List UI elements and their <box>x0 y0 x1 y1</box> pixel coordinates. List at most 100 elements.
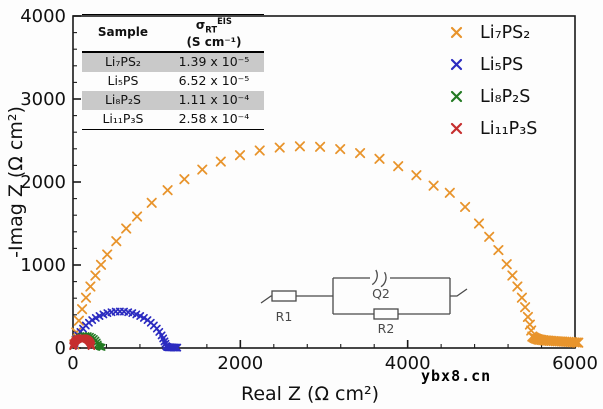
data-point-marker <box>274 142 285 153</box>
data-point-marker <box>215 156 226 167</box>
conductivity-table: Sample σRTEIS (S cm⁻¹) Li₇PS₂ 1.39 x 10⁻⁵… <box>82 14 264 130</box>
conductivity-cell: 2.58 x 10⁻⁴ <box>178 111 250 127</box>
sample-cell: Li₅PS <box>107 73 139 89</box>
y-tick-label: 1000 <box>20 255 66 276</box>
legend-item-2: Li₅PS <box>449 53 537 76</box>
data-point-marker <box>355 148 366 159</box>
label-r1: R1 <box>276 309 293 324</box>
data-point-marker <box>111 236 122 247</box>
data-point-marker <box>460 201 471 212</box>
data-point-marker <box>254 145 265 156</box>
sigma-superscript: EIS <box>217 16 232 26</box>
data-point-marker <box>522 311 534 322</box>
x-tick-label: 0 <box>67 353 78 374</box>
data-point-marker <box>473 218 485 229</box>
x-tick-label: 2000 <box>217 353 263 374</box>
data-point-marker <box>573 337 584 348</box>
data-point-marker <box>162 185 173 196</box>
legend-x-marker-icon <box>450 26 463 39</box>
sample-cell: Li₇PS₂ <box>104 54 141 70</box>
x-axis-title: Real Z (Ω cm²) <box>240 383 380 405</box>
sample-cell: Li₁₁P₃S <box>102 111 144 127</box>
series-2 <box>69 307 182 352</box>
legend-x-marker-icon <box>450 122 463 135</box>
legend-label: Li₅PS <box>480 54 524 75</box>
resistor-r2-box <box>373 308 399 320</box>
data-point-marker <box>516 292 528 303</box>
series-1 <box>69 141 584 350</box>
data-point-marker <box>197 164 208 175</box>
data-point-marker <box>98 343 106 351</box>
data-point-marker <box>484 231 495 242</box>
table-row-1: Li₇PS₂ 1.39 x 10⁻⁵ <box>82 51 264 72</box>
data-point-marker <box>90 270 101 281</box>
data-point-marker <box>294 141 305 152</box>
data-point-marker <box>95 259 107 270</box>
sigma-unit: (S cm⁻¹) <box>186 34 242 49</box>
resistor-r1-box <box>271 290 297 302</box>
data-point-marker <box>411 170 422 181</box>
conductivity-cell: 6.52 x 10⁻⁵ <box>178 73 250 89</box>
data-point-marker <box>524 319 536 330</box>
cpe-q2-icon <box>371 269 387 288</box>
data-point-marker <box>393 161 404 172</box>
data-point-marker <box>493 245 504 256</box>
data-point-marker <box>315 141 326 152</box>
y-tick-label: 4000 <box>20 6 66 27</box>
data-point-marker <box>139 313 148 322</box>
data-point-marker <box>173 343 182 352</box>
conductivity-cell: 1.39 x 10⁻⁵ <box>178 54 250 70</box>
circuit-right-lead <box>450 288 468 297</box>
data-point-marker <box>428 180 439 191</box>
data-point-marker <box>146 197 157 208</box>
legend-x-marker-icon <box>450 90 463 103</box>
y-axis-title: -Imag Z (Ω cm²) <box>5 106 27 258</box>
table-row-3: Li₈P₂S 1.11 x 10⁻⁴ <box>82 90 264 110</box>
legend-item-4: Li₁₁P₃S <box>449 117 537 140</box>
data-point-marker <box>121 223 132 234</box>
circuit-left-lead <box>260 295 273 304</box>
data-point-marker <box>76 304 88 315</box>
data-point-marker <box>519 302 531 313</box>
data-point-marker <box>374 153 385 164</box>
y-tick-label: 0 <box>55 338 66 359</box>
data-point-marker <box>73 315 85 326</box>
sample-cell: Li₈P₂S <box>104 92 141 108</box>
legend-item-1: Li₇PS₂ <box>449 21 537 44</box>
data-point-marker <box>234 150 246 161</box>
conductivity-cell: 1.11 x 10⁻⁴ <box>178 92 250 108</box>
data-point-marker <box>88 316 97 325</box>
x-tick-label: 6000 <box>552 353 598 374</box>
data-point-marker <box>85 281 96 292</box>
legend-label: Li₁₁P₃S <box>480 118 538 139</box>
x-tick-label: 4000 <box>385 353 431 374</box>
data-point-marker <box>91 313 100 322</box>
label-r2: R2 <box>378 321 395 336</box>
data-point-marker <box>507 270 518 281</box>
watermark: ybx8.cn <box>421 367 492 385</box>
data-point-marker <box>136 312 145 320</box>
table-row-4: Li₁₁P₃S 2.58 x 10⁻⁴ <box>82 110 264 130</box>
table-row-2: Li₅PS 6.52 x 10⁻⁵ <box>82 72 264 91</box>
data-point-marker <box>80 292 92 303</box>
equivalent-circuit-diagram: R1 Q2 R2 <box>260 269 468 336</box>
data-point-marker <box>132 211 143 222</box>
legend-x-marker-icon <box>450 58 463 71</box>
sigma-symbol: σ <box>195 18 206 32</box>
table-header-sample: Sample <box>97 25 148 40</box>
data-point-marker <box>512 281 523 292</box>
data-point-marker <box>179 174 190 185</box>
legend-label: Li₈P₂S <box>480 86 531 107</box>
data-point-marker <box>335 144 346 155</box>
data-point-marker <box>571 337 582 348</box>
data-series <box>69 141 584 352</box>
table-header-sigma: σRTEIS (S cm⁻¹) <box>164 15 264 52</box>
legend-item-3: Li₈P₂S <box>449 85 537 108</box>
data-point-marker <box>102 249 113 260</box>
data-point-marker <box>95 312 104 320</box>
sigma-subscript: RT <box>205 24 218 35</box>
legend-label: Li₇PS₂ <box>480 22 531 43</box>
legend: Li₇PS₂ Li₅PS Li₈P₂S Li₁₁P₃S <box>449 21 537 140</box>
